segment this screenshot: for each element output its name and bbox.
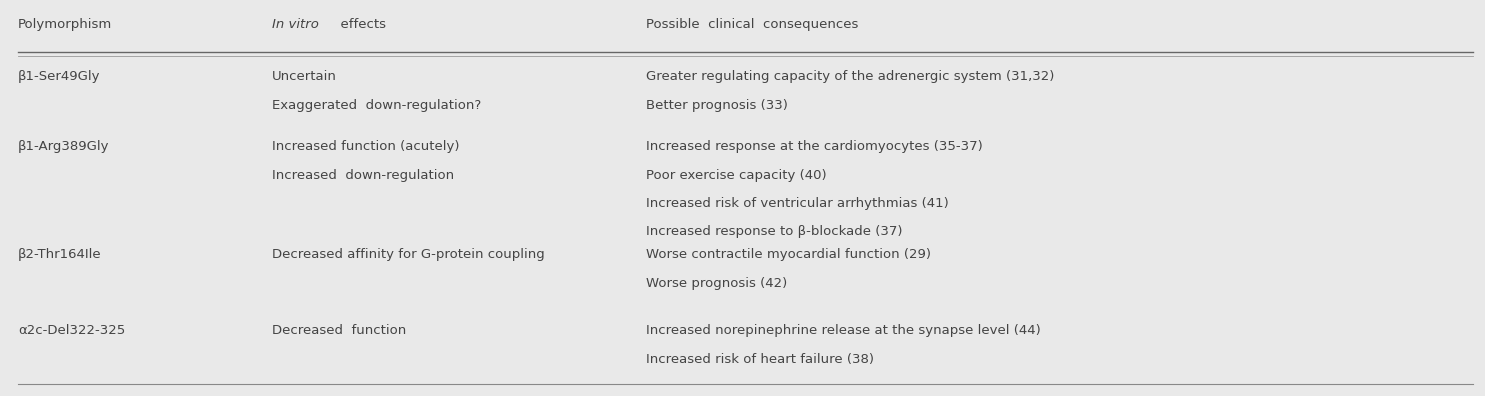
Text: α2c-Del322-325: α2c-Del322-325 (18, 324, 125, 337)
Text: Exaggerated  down-regulation?: Exaggerated down-regulation? (272, 99, 481, 112)
Text: β1-Ser49Gly: β1-Ser49Gly (18, 70, 101, 83)
Text: Greater regulating capacity of the adrenergic system (31,32): Greater regulating capacity of the adren… (646, 70, 1054, 83)
Text: Decreased  function: Decreased function (272, 324, 405, 337)
Text: Increased function (acutely): Increased function (acutely) (272, 140, 459, 153)
Text: Uncertain: Uncertain (272, 70, 337, 83)
Text: Polymorphism: Polymorphism (18, 18, 111, 31)
Text: Better prognosis (33): Better prognosis (33) (646, 99, 789, 112)
Text: Increased risk of ventricular arrhythmias (41): Increased risk of ventricular arrhythmia… (646, 197, 949, 210)
Text: Increased response to β-blockade (37): Increased response to β-blockade (37) (646, 225, 903, 238)
Text: β2-Thr164Ile: β2-Thr164Ile (18, 248, 101, 261)
Text: In vitro: In vitro (272, 18, 319, 31)
Text: Increased response at the cardiomyocytes (35-37): Increased response at the cardiomyocytes… (646, 140, 983, 153)
Text: effects: effects (331, 18, 386, 31)
Text: Worse contractile myocardial function (29): Worse contractile myocardial function (2… (646, 248, 931, 261)
Text: β1-Arg389Gly: β1-Arg389Gly (18, 140, 110, 153)
Text: Decreased affinity for G-protein coupling: Decreased affinity for G-protein couplin… (272, 248, 545, 261)
Text: Possible  clinical  consequences: Possible clinical consequences (646, 18, 858, 31)
Text: Increased risk of heart failure (38): Increased risk of heart failure (38) (646, 352, 875, 366)
Text: Poor exercise capacity (40): Poor exercise capacity (40) (646, 169, 827, 181)
Text: Worse prognosis (42): Worse prognosis (42) (646, 276, 787, 289)
Text: Increased  down-regulation: Increased down-regulation (272, 169, 454, 181)
Text: Increased norepinephrine release at the synapse level (44): Increased norepinephrine release at the … (646, 324, 1041, 337)
